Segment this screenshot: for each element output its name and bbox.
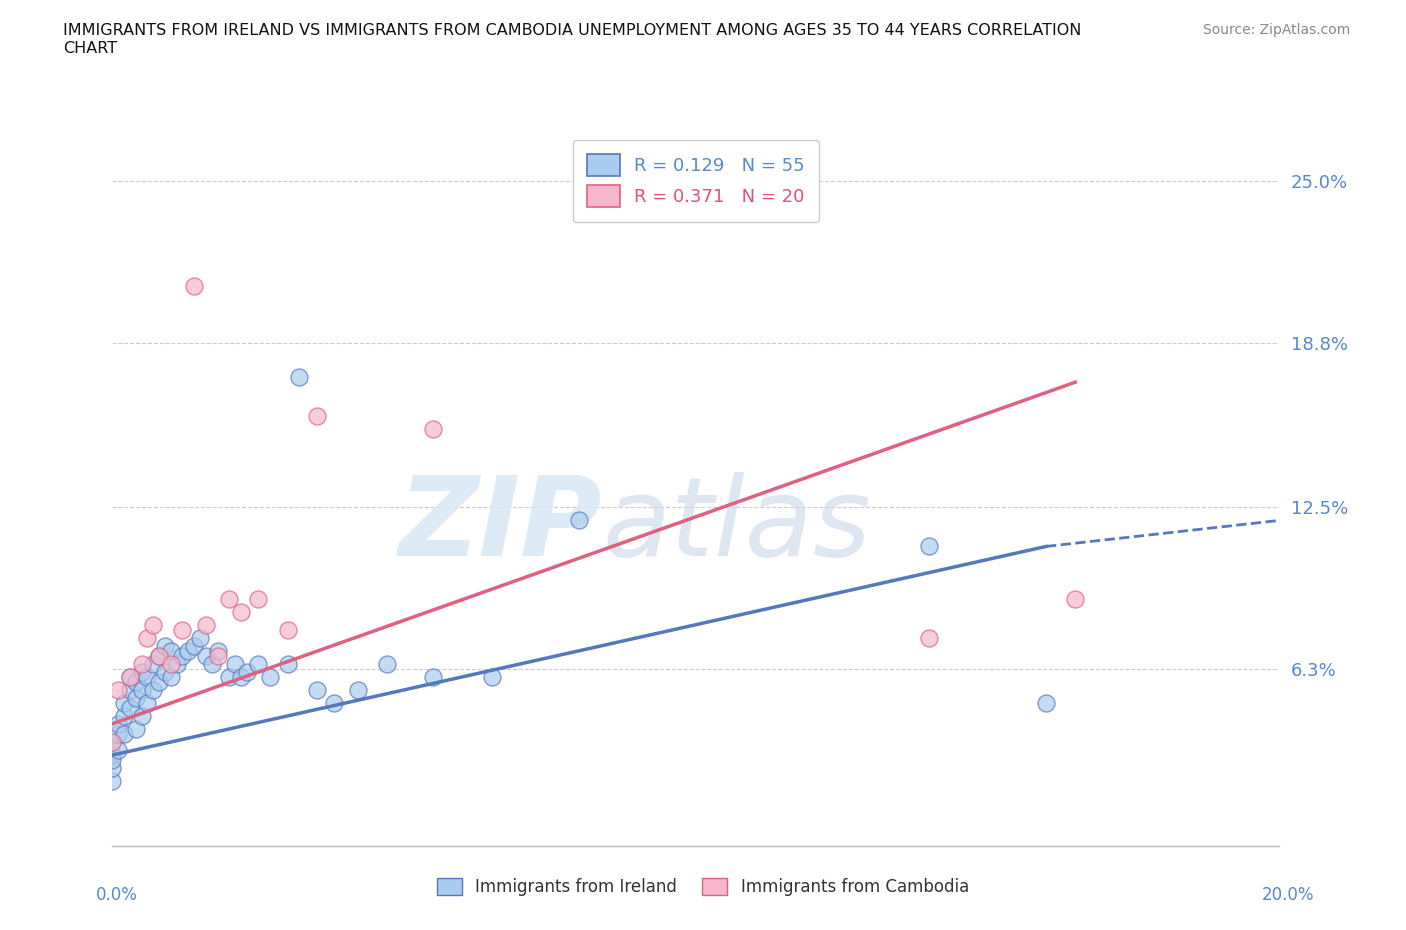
Point [160, 644, 183, 658]
Point [101, 752, 124, 767]
Point [142, 683, 165, 698]
Point [259, 670, 281, 684]
Point [148, 674, 170, 689]
Point [131, 709, 153, 724]
Point [288, 369, 311, 384]
Point [235, 664, 257, 679]
Point [160, 670, 183, 684]
Point [136, 696, 159, 711]
Point [422, 421, 444, 436]
Point [218, 591, 240, 606]
Point [160, 657, 183, 671]
Point [131, 664, 153, 679]
Point [131, 657, 153, 671]
Text: 0.0%: 0.0% [96, 885, 138, 904]
Point [153, 664, 176, 679]
Point [136, 670, 159, 684]
Point [153, 638, 176, 653]
Point [918, 631, 941, 645]
Point [112, 696, 135, 711]
Text: Source: ZipAtlas.com: Source: ZipAtlas.com [1202, 23, 1350, 37]
Point [101, 735, 124, 750]
Point [194, 648, 217, 663]
Point [194, 618, 217, 632]
Legend: R = 0.129   N = 55, R = 0.371   N = 20: R = 0.129 N = 55, R = 0.371 N = 20 [572, 140, 820, 222]
Point [136, 631, 159, 645]
Point [148, 648, 170, 663]
Point [101, 735, 124, 750]
Point [118, 700, 141, 715]
Point [177, 644, 200, 658]
Point [1035, 696, 1057, 711]
Point [481, 670, 503, 684]
Point [125, 722, 148, 737]
Point [247, 591, 270, 606]
Point [229, 670, 252, 684]
Point [188, 631, 211, 645]
Point [118, 683, 141, 698]
Point [107, 716, 129, 731]
Point [148, 648, 170, 663]
Point [422, 670, 444, 684]
Point [323, 696, 346, 711]
Point [107, 726, 129, 741]
Point [218, 670, 240, 684]
Point [375, 657, 398, 671]
Point [1064, 591, 1087, 606]
Point [224, 657, 246, 671]
Point [107, 742, 129, 757]
Point [207, 648, 229, 663]
Point [568, 513, 591, 528]
Point [229, 604, 252, 619]
Text: IMMIGRANTS FROM IRELAND VS IMMIGRANTS FROM CAMBODIA UNEMPLOYMENT AMONG AGES 35 T: IMMIGRANTS FROM IRELAND VS IMMIGRANTS FR… [63, 23, 1081, 56]
Point [183, 638, 205, 653]
Point [305, 683, 328, 698]
Point [207, 644, 229, 658]
Text: 20.0%: 20.0% [1263, 885, 1315, 904]
Point [101, 748, 124, 763]
Point [247, 657, 270, 671]
Point [201, 657, 224, 671]
Point [101, 774, 124, 789]
Point [172, 622, 194, 637]
Point [118, 670, 141, 684]
Point [131, 683, 153, 698]
Point [172, 648, 194, 663]
Point [276, 657, 298, 671]
Point [107, 683, 129, 698]
Point [118, 670, 141, 684]
Legend: Immigrants from Ireland, Immigrants from Cambodia: Immigrants from Ireland, Immigrants from… [430, 871, 976, 903]
Text: ZIP: ZIP [399, 472, 603, 578]
Point [142, 618, 165, 632]
Point [125, 690, 148, 705]
Text: atlas: atlas [603, 472, 872, 578]
Point [305, 408, 328, 423]
Point [142, 657, 165, 671]
Point [166, 657, 188, 671]
Point [918, 539, 941, 554]
Point [183, 278, 205, 293]
Point [346, 683, 368, 698]
Point [101, 761, 124, 776]
Point [112, 726, 135, 741]
Point [276, 622, 298, 637]
Point [112, 709, 135, 724]
Point [125, 674, 148, 689]
